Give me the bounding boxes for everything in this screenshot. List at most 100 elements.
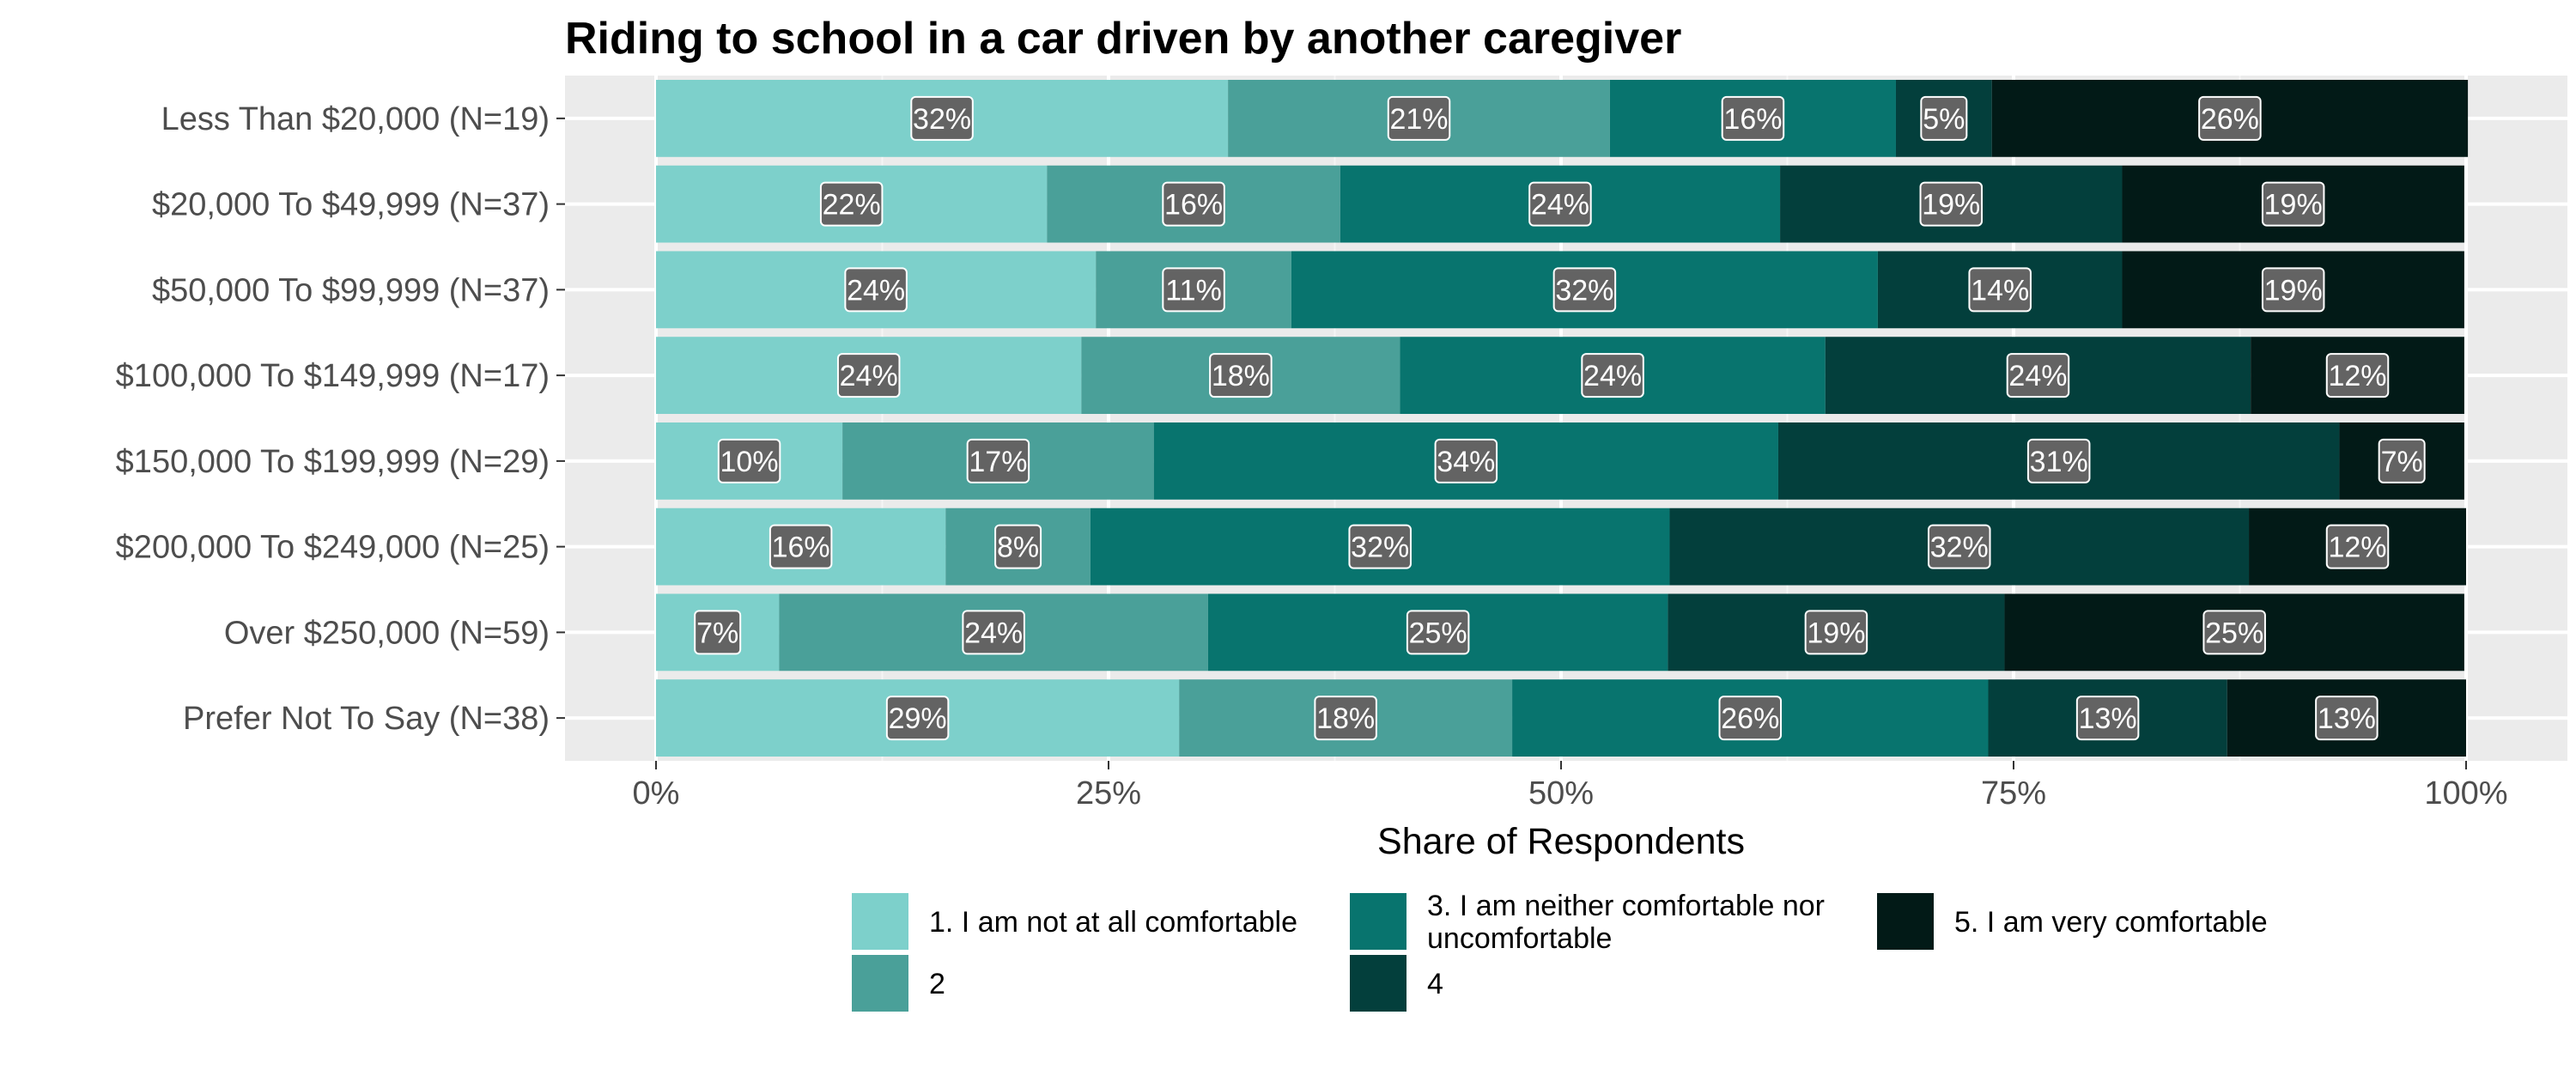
- bar-label-text: 13%: [2079, 702, 2137, 735]
- bar-label-box: [2075, 696, 2140, 741]
- bar-label-box: [962, 610, 1025, 655]
- x-tick-label: 50%: [1528, 775, 1594, 812]
- bar-label-box: [1162, 181, 1225, 227]
- x-tick-label: 25%: [1076, 775, 1141, 812]
- bar-label-box: [2006, 353, 2070, 398]
- chart-title: Riding to school in a car driven by anot…: [565, 14, 1681, 64]
- legend-item: 5. I am very comfortable: [1877, 893, 2268, 950]
- bar-label: 16%: [769, 524, 833, 569]
- bar-label-box: [1552, 267, 1617, 313]
- bar-label-text: 11%: [1165, 274, 1222, 307]
- bar-label-text: 12%: [2328, 360, 2386, 392]
- legend-swatch: [1350, 955, 1406, 1012]
- bar-label-text: 24%: [1531, 189, 1589, 222]
- bar-label-text: 32%: [1351, 532, 1409, 564]
- bar-label-box: [844, 267, 908, 313]
- bar-label: 24%: [1581, 353, 1644, 398]
- legend-swatch: [852, 955, 908, 1012]
- legend-swatch: [852, 893, 908, 950]
- legend-label: uncomfortable: [1427, 922, 1612, 955]
- bar-label: 31%: [2026, 438, 2091, 483]
- bar-label-text: 24%: [840, 360, 898, 392]
- bar-label: 24%: [844, 267, 908, 313]
- bar-label-box: [717, 438, 781, 483]
- bar-label-text: 24%: [2008, 360, 2067, 392]
- bar-label: 19%: [2261, 181, 2325, 227]
- bar-label-text: 19%: [1922, 189, 1980, 222]
- y-category-label: $100,000 To $149,999 (N=17): [116, 358, 550, 394]
- bar-label: 19%: [2261, 267, 2325, 313]
- bar-label-text: 19%: [1807, 617, 1865, 649]
- bar-label-box: [1804, 610, 1868, 655]
- bar-label-box: [1209, 353, 1273, 398]
- bar-label: 12%: [2325, 524, 2390, 569]
- y-category-label: Over $250,000 (N=59): [224, 615, 550, 651]
- bar-label-box: [2378, 438, 2426, 483]
- y-axis: Less Than $20,000 (N=19) $20,000 To $49,9…: [116, 101, 565, 737]
- legend-label: 1. I am not at all comfortable: [929, 906, 1297, 939]
- bar-label-box: [836, 353, 901, 398]
- legend-item: 3. I am neither comfortable noruncomfort…: [1350, 890, 1825, 955]
- bar-label-box: [1528, 181, 1592, 227]
- bar-label: 17%: [966, 438, 1030, 483]
- bar-label: 11%: [1162, 267, 1225, 313]
- bar-label-text: 24%: [964, 617, 1023, 649]
- bar-label-text: 16%: [772, 532, 830, 564]
- bar-label-text: 14%: [1971, 274, 2029, 307]
- bar-label-box: [1162, 267, 1225, 313]
- bar-label: 7%: [2378, 438, 2426, 483]
- bar-label-text: 24%: [1583, 360, 1642, 392]
- legend-item: 2: [852, 955, 945, 1012]
- bar-label-text: 19%: [2264, 274, 2323, 307]
- legend-label: 3. I am neither comfortable nor: [1427, 890, 1825, 922]
- bar-label: 5%: [1920, 95, 1968, 141]
- y-category-label: $50,000 To $99,999 (N=37): [152, 272, 550, 308]
- x-axis: 0% 25% 50% 75% 100%: [633, 761, 2508, 812]
- bar-label: 25%: [2202, 610, 2266, 655]
- legend-label: 5. I am very comfortable: [1954, 906, 2268, 939]
- bar-label: 16%: [1721, 95, 1785, 141]
- bar-label: 8%: [994, 524, 1042, 569]
- bar-label: 32%: [1552, 267, 1617, 313]
- bar-label-box: [1314, 696, 1377, 741]
- bar-label-box: [1928, 524, 1991, 569]
- bar-label: 32%: [1348, 524, 1412, 569]
- bar-label: 25%: [1406, 610, 1470, 655]
- bar-label: 12%: [2325, 353, 2390, 398]
- bar-label: 29%: [885, 696, 950, 741]
- bar-label-text: 32%: [1930, 532, 1989, 564]
- bar-label: 13%: [2075, 696, 2140, 741]
- bar-label-box: [2026, 438, 2091, 483]
- bar-label: 24%: [836, 353, 901, 398]
- bar-label-box: [2325, 353, 2390, 398]
- legend-label: 4: [1427, 968, 1443, 1000]
- x-axis-title: Share of Respondents: [1377, 821, 1745, 862]
- bar-label-box: [1348, 524, 1412, 569]
- x-tick-label: 75%: [1981, 775, 2046, 812]
- bar-label: 22%: [819, 181, 884, 227]
- bar-label: 24%: [962, 610, 1025, 655]
- bar-label: 19%: [1804, 610, 1868, 655]
- bar-label-text: 29%: [889, 702, 947, 735]
- legend-label: 2: [929, 968, 945, 1000]
- bar-label-text: 26%: [2201, 103, 2259, 136]
- bar-label: 18%: [1314, 696, 1377, 741]
- bar-label-box: [1721, 95, 1785, 141]
- bar-label-text: 13%: [2318, 702, 2376, 735]
- bar-label-box: [2315, 696, 2379, 741]
- bar-label: 26%: [1718, 696, 1783, 741]
- bar-label: 13%: [2315, 696, 2379, 741]
- bar-label-box: [910, 95, 974, 141]
- bar-label-text: 5%: [1923, 103, 1965, 136]
- bar-label-box: [1387, 95, 1451, 141]
- bar-label-box: [2261, 181, 2325, 227]
- bar-label-box: [1581, 353, 1644, 398]
- bar-label-text: 32%: [913, 103, 971, 136]
- bar-label-text: 17%: [969, 446, 1027, 478]
- bar-label-box: [885, 696, 950, 741]
- bar-labels-layer: 32% 21% 16% 5% 26% 22% 16% 24% 19% 19% 24% 11% 32% 14…: [694, 95, 2426, 741]
- bar-label-text: 32%: [1555, 274, 1613, 307]
- bar-label-box: [994, 524, 1042, 569]
- legend-swatch: [1877, 893, 1934, 950]
